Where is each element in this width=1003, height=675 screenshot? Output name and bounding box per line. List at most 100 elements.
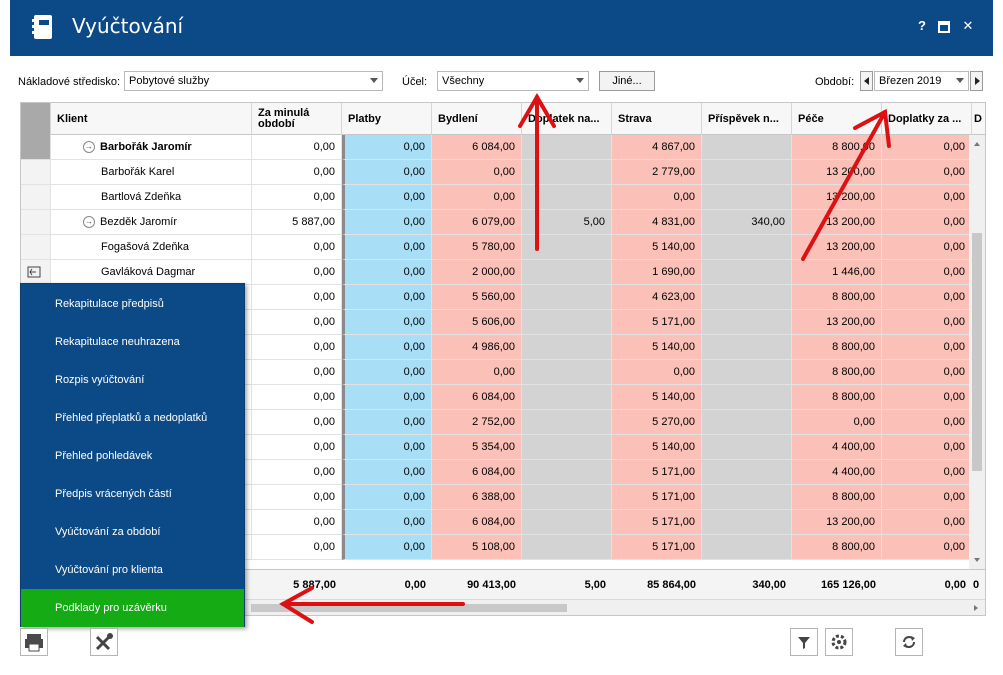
- cell-food[interactable]: 5 171,00: [612, 310, 702, 335]
- cell-previous[interactable]: 0,00: [252, 185, 342, 210]
- cell-payments[interactable]: 0,00: [342, 285, 432, 310]
- horizontal-scrollbar[interactable]: [21, 599, 985, 615]
- cell-payments[interactable]: 0,00: [342, 210, 432, 235]
- cell-housing[interactable]: 6 084,00: [432, 385, 522, 410]
- cell-food[interactable]: 5 171,00: [612, 460, 702, 485]
- cell-payments[interactable]: 0,00: [342, 185, 432, 210]
- client-name[interactable]: → Barbořák Jaromír: [51, 135, 252, 160]
- cell-extra[interactable]: 0,00: [882, 285, 972, 310]
- cell-surcharge[interactable]: [522, 135, 612, 160]
- col-header-extra[interactable]: Doplatky za ...: [882, 103, 972, 135]
- cell-previous[interactable]: 0,00: [252, 160, 342, 185]
- cell-food[interactable]: 0,00: [612, 185, 702, 210]
- col-header-surcharge[interactable]: Doplatek na...: [522, 103, 612, 135]
- cell-care[interactable]: 13 200,00: [792, 185, 882, 210]
- cell-housing[interactable]: 4 986,00: [432, 335, 522, 360]
- cell-previous[interactable]: 0,00: [252, 285, 342, 310]
- cell-care[interactable]: 8 800,00: [792, 135, 882, 160]
- cell-allowance[interactable]: [702, 335, 792, 360]
- cell-housing[interactable]: 0,00: [432, 185, 522, 210]
- cell-extra[interactable]: 0,00: [882, 210, 972, 235]
- cell-housing[interactable]: 5 780,00: [432, 235, 522, 260]
- cell-surcharge[interactable]: [522, 510, 612, 535]
- row-selector[interactable]: [21, 210, 51, 235]
- cell-previous[interactable]: 0,00: [252, 260, 342, 285]
- cell-allowance[interactable]: [702, 260, 792, 285]
- cell-allowance[interactable]: [702, 385, 792, 410]
- cell-housing[interactable]: 6 084,00: [432, 510, 522, 535]
- col-header-housing[interactable]: Bydlení: [432, 103, 522, 135]
- cell-payments[interactable]: 0,00: [342, 310, 432, 335]
- maximize-button[interactable]: [935, 18, 953, 38]
- cell-extra[interactable]: 0,00: [882, 510, 972, 535]
- menu-item-vyuctovani-za-obdobi[interactable]: Vyúčtování za období: [55, 526, 161, 538]
- period-prev-button[interactable]: [860, 71, 873, 91]
- cell-care[interactable]: 13 200,00: [792, 235, 882, 260]
- cell-housing[interactable]: 5 560,00: [432, 285, 522, 310]
- cell-care[interactable]: 4 400,00: [792, 460, 882, 485]
- header-selector[interactable]: [21, 103, 51, 135]
- cell-payments[interactable]: 0,00: [342, 260, 432, 285]
- cell-previous[interactable]: 0,00: [252, 510, 342, 535]
- cell-extra[interactable]: 0,00: [882, 310, 972, 335]
- table-row[interactable]: → Barbořák Jaromír 0,00 0,00 6 084,00 4 867,0…: [21, 135, 972, 160]
- cell-surcharge[interactable]: [522, 310, 612, 335]
- cell-surcharge[interactable]: [522, 235, 612, 260]
- cell-surcharge[interactable]: 5,00: [522, 210, 612, 235]
- cell-previous[interactable]: 0,00: [252, 235, 342, 260]
- col-header-care[interactable]: Péče: [792, 103, 882, 135]
- cell-food[interactable]: 1 690,00: [612, 260, 702, 285]
- row-selector[interactable]: [21, 160, 51, 185]
- menu-item-rozpis-vyuctovani[interactable]: Rozpis vyúčtování: [55, 374, 145, 386]
- cell-care[interactable]: 8 800,00: [792, 535, 882, 560]
- cell-payments[interactable]: 0,00: [342, 435, 432, 460]
- cell-payments[interactable]: 0,00: [342, 235, 432, 260]
- cell-previous[interactable]: 0,00: [252, 360, 342, 385]
- cell-housing[interactable]: 6 388,00: [432, 485, 522, 510]
- cell-payments[interactable]: 0,00: [342, 410, 432, 435]
- cell-allowance[interactable]: [702, 435, 792, 460]
- cell-payments[interactable]: 0,00: [342, 360, 432, 385]
- cell-housing[interactable]: 2 752,00: [432, 410, 522, 435]
- cell-food[interactable]: 4 623,00: [612, 285, 702, 310]
- period-next-button[interactable]: [970, 71, 983, 91]
- cell-extra[interactable]: 0,00: [882, 360, 972, 385]
- cell-payments[interactable]: 0,00: [342, 535, 432, 560]
- cell-surcharge[interactable]: [522, 485, 612, 510]
- cell-allowance[interactable]: [702, 235, 792, 260]
- row-selector[interactable]: [21, 235, 51, 260]
- cell-surcharge[interactable]: [522, 460, 612, 485]
- cell-extra[interactable]: 0,00: [882, 335, 972, 360]
- menu-item-predpis-vracenych[interactable]: Předpis vrácených částí: [55, 488, 172, 500]
- cell-surcharge[interactable]: [522, 335, 612, 360]
- cell-previous[interactable]: 0,00: [252, 535, 342, 560]
- menu-item-podklady-pro-uzaverku[interactable]: Podklady pro uzávěrku: [21, 589, 244, 627]
- cell-allowance[interactable]: [702, 285, 792, 310]
- client-name[interactable]: Bartlová Zdeňka: [51, 185, 252, 210]
- cell-previous[interactable]: 0,00: [252, 385, 342, 410]
- cell-housing[interactable]: 6 084,00: [432, 135, 522, 160]
- client-name[interactable]: Barbořák Karel: [51, 160, 252, 185]
- cell-previous[interactable]: 0,00: [252, 435, 342, 460]
- cell-allowance[interactable]: [702, 135, 792, 160]
- cell-care[interactable]: 8 800,00: [792, 485, 882, 510]
- help-button[interactable]: ?: [918, 18, 926, 33]
- filter-button[interactable]: [790, 628, 818, 656]
- cell-surcharge[interactable]: [522, 535, 612, 560]
- cell-extra[interactable]: 0,00: [882, 160, 972, 185]
- cell-extra[interactable]: 0,00: [882, 385, 972, 410]
- cell-previous[interactable]: 0,00: [252, 485, 342, 510]
- cell-payments[interactable]: 0,00: [342, 485, 432, 510]
- horizontal-scroll-thumb[interactable]: [251, 604, 567, 612]
- cell-surcharge[interactable]: [522, 385, 612, 410]
- cell-allowance[interactable]: [702, 185, 792, 210]
- row-selector[interactable]: [21, 185, 51, 210]
- cell-housing[interactable]: 5 606,00: [432, 310, 522, 335]
- cell-allowance[interactable]: 340,00: [702, 210, 792, 235]
- client-name[interactable]: Gavláková Dagmar: [51, 260, 252, 285]
- cell-allowance[interactable]: [702, 460, 792, 485]
- expand-icon[interactable]: →: [83, 216, 95, 229]
- cell-care[interactable]: 13 200,00: [792, 310, 882, 335]
- refresh-button[interactable]: [895, 628, 923, 656]
- cell-allowance[interactable]: [702, 360, 792, 385]
